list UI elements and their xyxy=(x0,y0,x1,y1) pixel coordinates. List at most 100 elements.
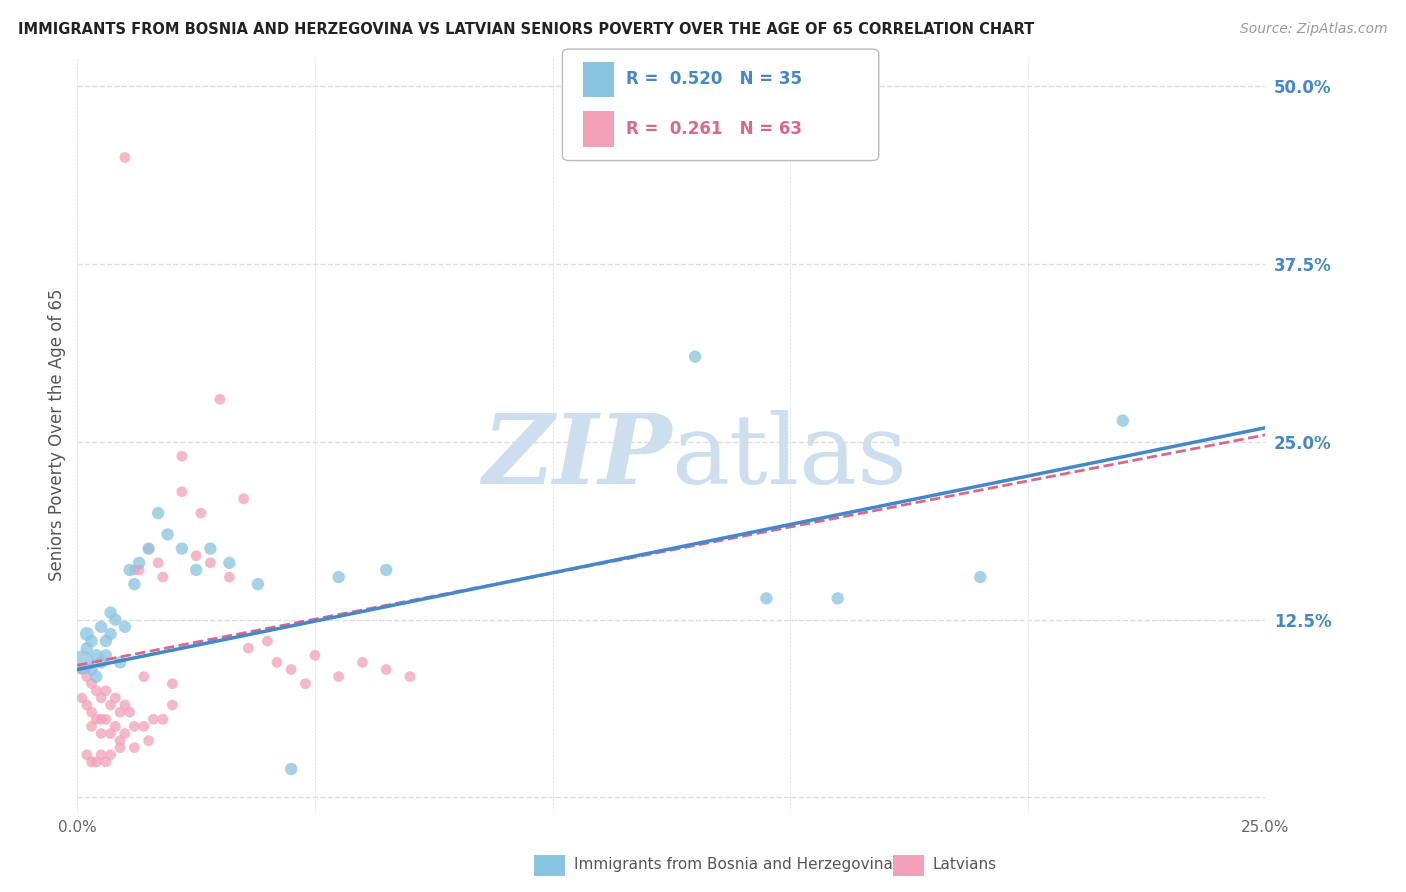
Point xyxy=(80,663,103,677)
Point xyxy=(238,641,260,656)
Text: IMMIGRANTS FROM BOSNIA AND HERZEGOVINA VS LATVIAN SENIORS POVERTY OVER THE AGE O: IMMIGRANTS FROM BOSNIA AND HERZEGOVINA V… xyxy=(18,22,1035,37)
Point xyxy=(86,712,108,726)
Point xyxy=(94,755,117,769)
Point xyxy=(94,683,117,698)
Point xyxy=(256,634,278,648)
Point xyxy=(375,663,398,677)
Point xyxy=(280,762,302,776)
Point xyxy=(162,677,184,691)
Point xyxy=(294,677,316,691)
Point xyxy=(100,698,122,712)
Point xyxy=(76,641,98,656)
Point xyxy=(70,656,93,670)
Text: Latvians: Latvians xyxy=(932,857,997,871)
Point xyxy=(170,541,193,556)
Point xyxy=(170,484,193,499)
Point xyxy=(328,670,350,684)
Point xyxy=(90,747,112,762)
Point xyxy=(108,733,131,747)
Point xyxy=(70,690,93,705)
Point xyxy=(94,634,117,648)
Point xyxy=(90,690,112,705)
Text: R =  0.261   N = 63: R = 0.261 N = 63 xyxy=(626,120,801,137)
Point xyxy=(86,755,108,769)
Point xyxy=(124,740,146,755)
Point xyxy=(94,712,117,726)
Point xyxy=(76,747,98,762)
Text: Immigrants from Bosnia and Herzegovina: Immigrants from Bosnia and Herzegovina xyxy=(574,857,893,871)
Point xyxy=(80,719,103,733)
Point xyxy=(827,591,849,606)
Point xyxy=(152,570,174,584)
Point xyxy=(352,656,374,670)
Point xyxy=(76,670,98,684)
Point xyxy=(218,556,240,570)
Point xyxy=(80,677,103,691)
Point xyxy=(200,541,222,556)
Point xyxy=(90,656,112,670)
Point xyxy=(146,506,169,520)
Point xyxy=(128,556,150,570)
Point xyxy=(80,755,103,769)
Point xyxy=(683,350,706,364)
Point xyxy=(162,698,184,712)
Point xyxy=(114,698,136,712)
Point xyxy=(114,151,136,165)
Point xyxy=(76,627,98,641)
Point xyxy=(90,620,112,634)
Point xyxy=(138,733,160,747)
Point xyxy=(1112,414,1135,428)
Point xyxy=(246,577,269,591)
Point xyxy=(200,556,222,570)
Text: R =  0.520   N = 35: R = 0.520 N = 35 xyxy=(626,70,801,88)
Point xyxy=(208,392,231,407)
Point xyxy=(118,563,141,577)
Point xyxy=(304,648,326,663)
Point xyxy=(280,663,302,677)
Point xyxy=(86,670,108,684)
Point xyxy=(124,719,146,733)
Y-axis label: Seniors Poverty Over the Age of 65: Seniors Poverty Over the Age of 65 xyxy=(48,289,66,581)
Point xyxy=(124,577,146,591)
Text: atlas: atlas xyxy=(672,410,907,505)
Point xyxy=(186,563,208,577)
Point xyxy=(104,690,127,705)
Text: Source: ZipAtlas.com: Source: ZipAtlas.com xyxy=(1240,22,1388,37)
Point xyxy=(70,663,93,677)
Point xyxy=(190,506,212,520)
Point xyxy=(146,556,169,570)
Point xyxy=(80,705,103,719)
Point xyxy=(100,606,122,620)
Point xyxy=(755,591,778,606)
Point xyxy=(94,648,117,663)
Point xyxy=(132,670,155,684)
Point xyxy=(128,563,150,577)
Point xyxy=(132,719,155,733)
Point xyxy=(170,449,193,463)
Point xyxy=(108,705,131,719)
Point xyxy=(86,648,108,663)
Point xyxy=(375,563,398,577)
Point xyxy=(86,683,108,698)
Point xyxy=(124,563,146,577)
Point xyxy=(90,712,112,726)
Point xyxy=(399,670,422,684)
Point xyxy=(138,541,160,556)
Point xyxy=(266,656,288,670)
Point xyxy=(232,491,254,506)
Text: ZIP: ZIP xyxy=(482,410,672,505)
Point xyxy=(76,698,98,712)
Point xyxy=(156,527,179,541)
Point xyxy=(186,549,208,563)
Point xyxy=(118,705,141,719)
Point xyxy=(114,620,136,634)
Point xyxy=(104,719,127,733)
Point xyxy=(100,627,122,641)
Point xyxy=(138,541,160,556)
Point xyxy=(152,712,174,726)
Point xyxy=(108,656,131,670)
Point xyxy=(218,570,240,584)
Point xyxy=(100,726,122,740)
Point xyxy=(80,634,103,648)
Point xyxy=(328,570,350,584)
